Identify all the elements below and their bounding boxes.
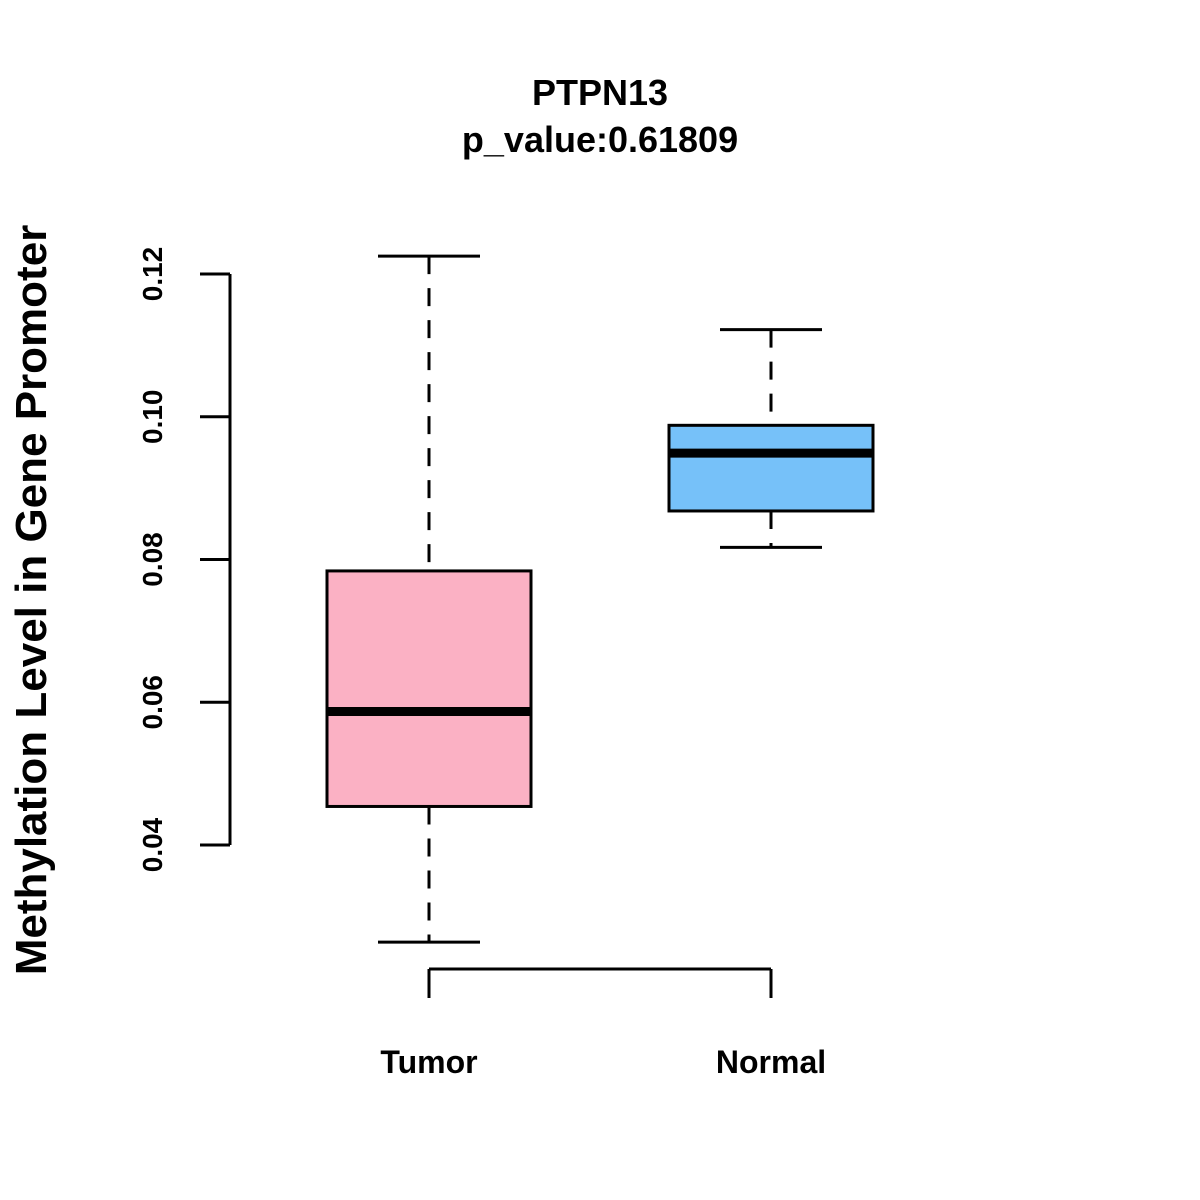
y-axis-label: Methylation Level in Gene Promoter: [7, 225, 56, 976]
y-tick-label: 0.04: [137, 817, 168, 872]
x-tick-label: Normal: [716, 1044, 826, 1080]
box-series: [325, 254, 875, 944]
y-tick-label: 0.10: [137, 390, 168, 445]
y-axis: 0.04 0.06 0.08 0.10 0.12: [137, 247, 232, 872]
y-tick-label: 0.12: [137, 247, 168, 302]
x-tick-label: Tumor: [380, 1044, 477, 1080]
y-tick-label: 0.08: [137, 532, 168, 587]
chart-subtitle: p_value:0.61809: [462, 119, 738, 160]
x-axis: Tumor Normal: [380, 967, 826, 1080]
box-normal: [667, 423, 875, 513]
chart-title: PTPN13: [532, 72, 668, 113]
box-tumor: [325, 569, 533, 808]
y-tick-label: 0.06: [137, 675, 168, 730]
